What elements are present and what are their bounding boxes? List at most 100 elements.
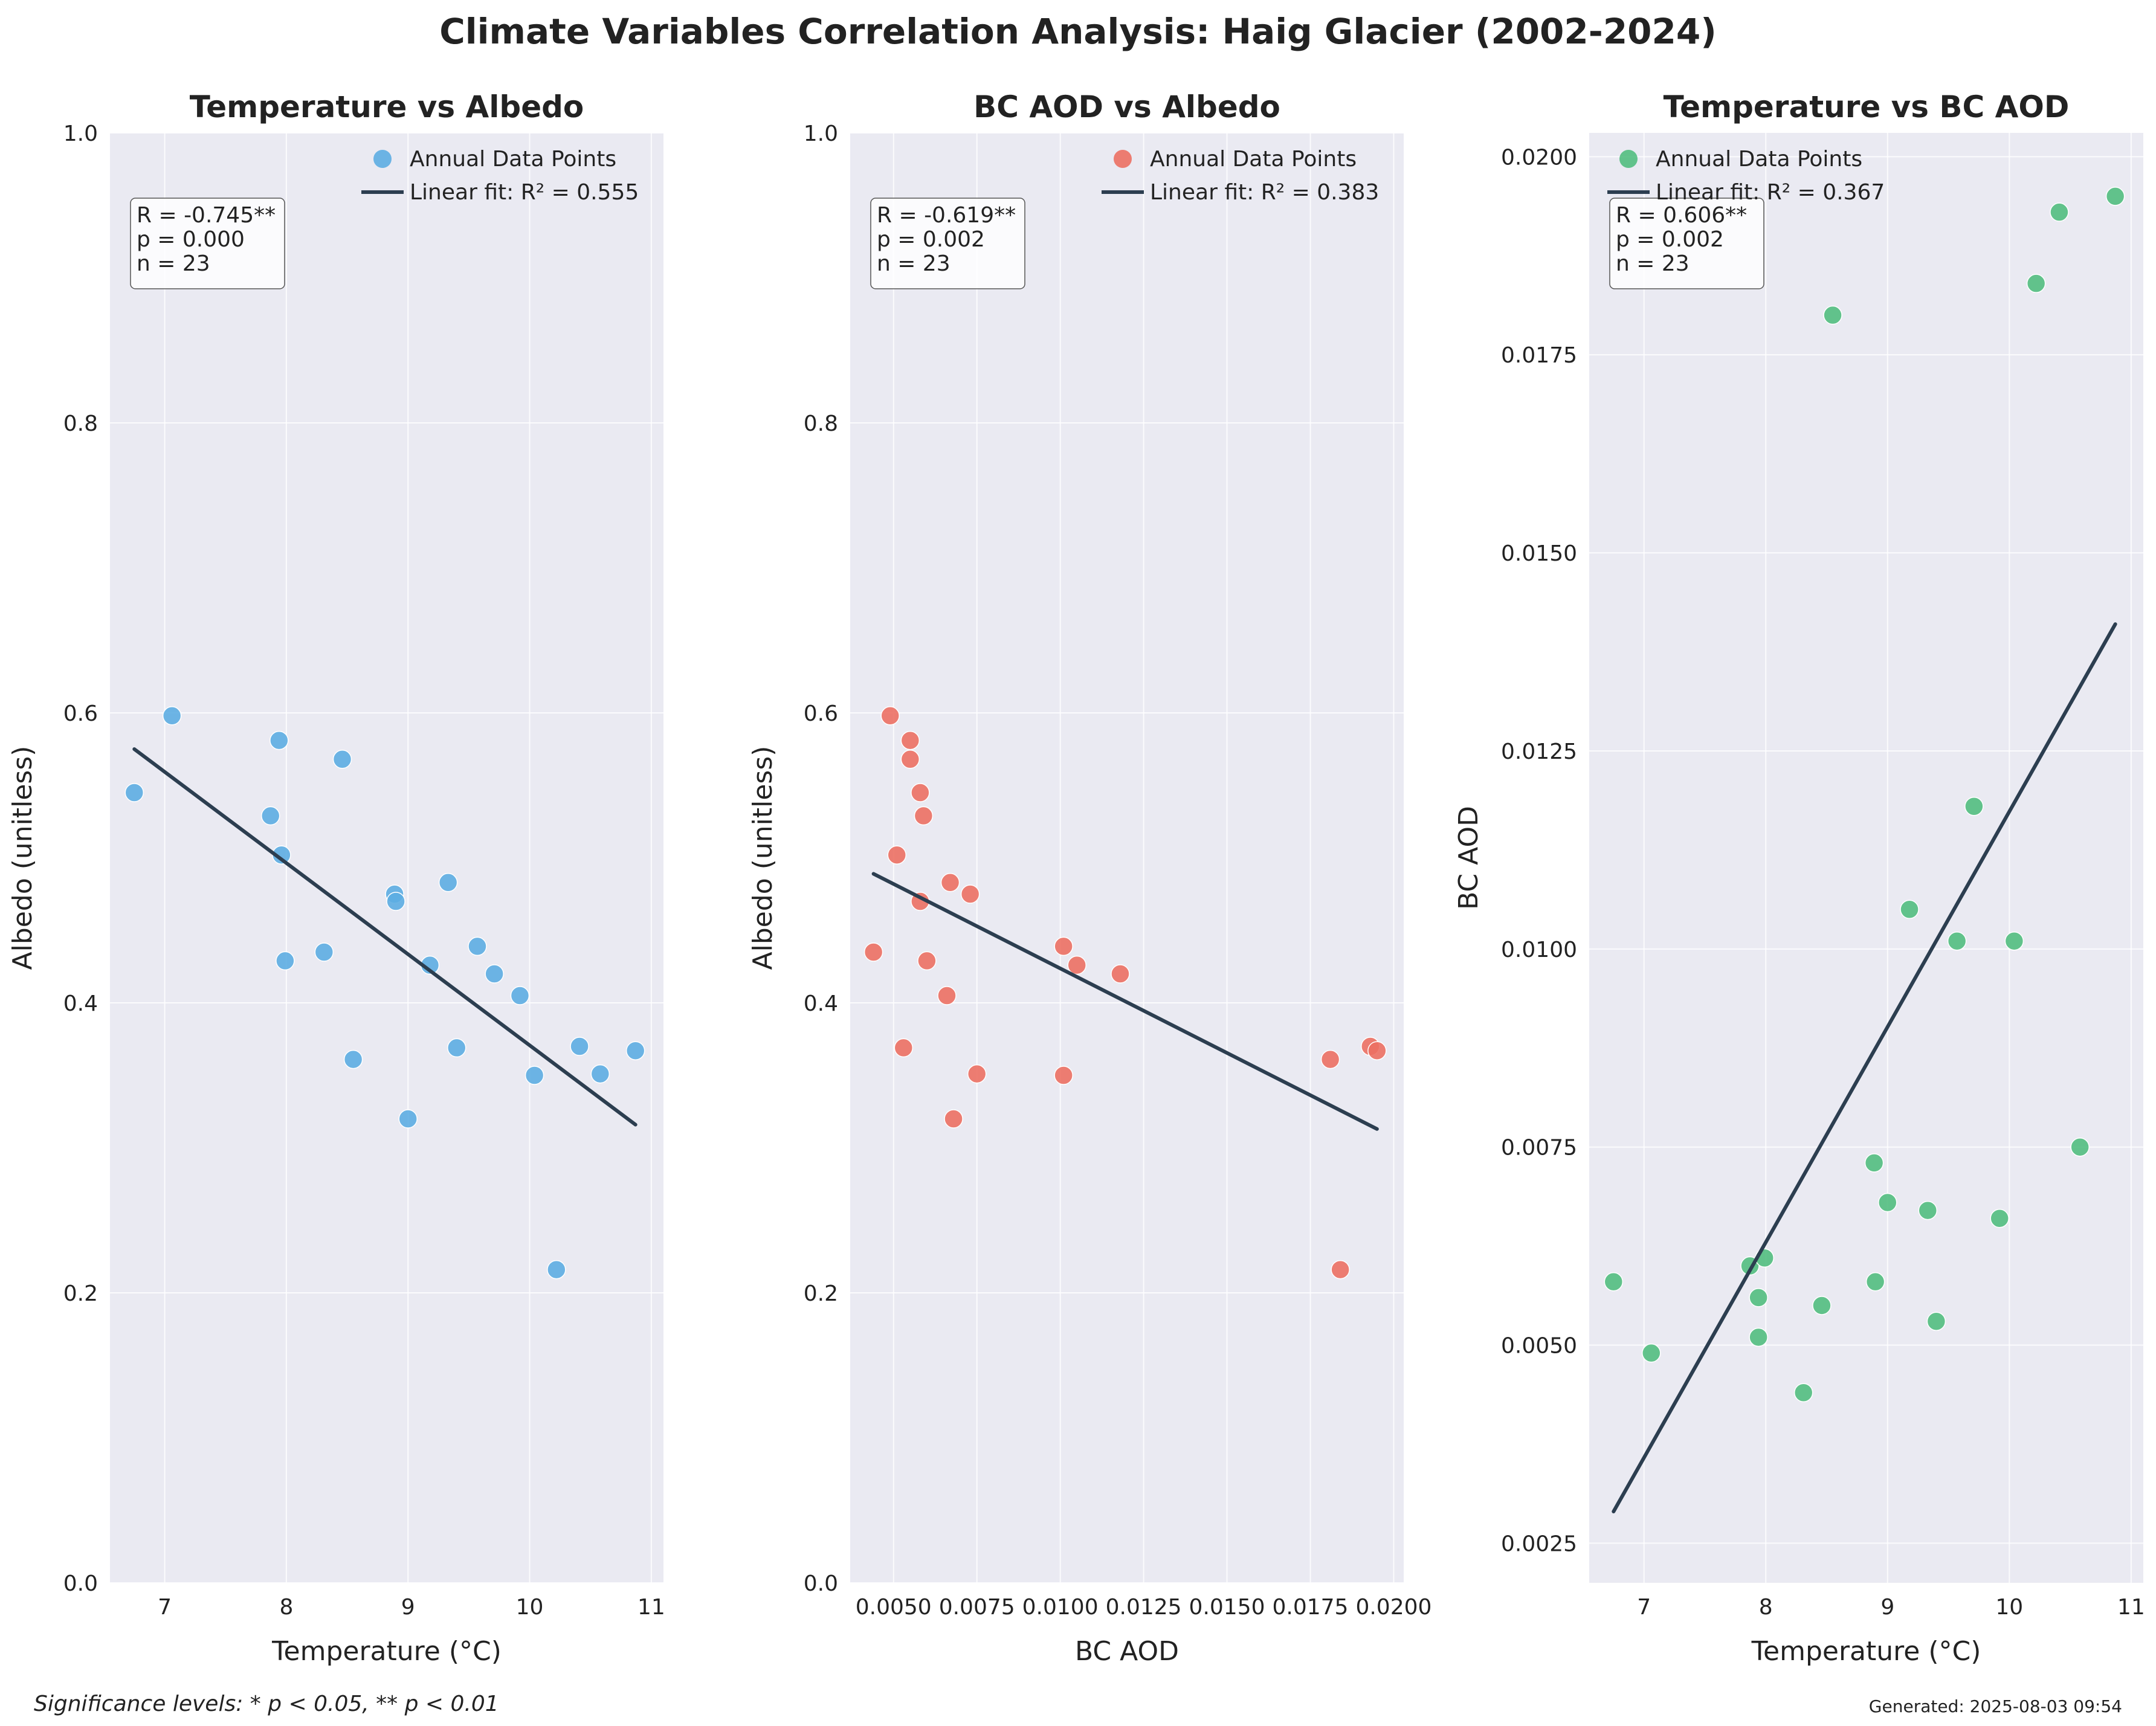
stats-line: n = 23 [1616,251,1690,276]
data-point [940,873,960,892]
y-tick-label: 0.0200 [1501,145,1577,170]
figure-suptitle: Climate Variables Correlation Analysis: … [439,11,1717,52]
x-tick-label: 0.0125 [1106,1595,1182,1620]
y-axis-label: BC AOD [1453,806,1484,910]
subplot-title: BC AOD vs Albedo [973,89,1280,124]
data-point [276,951,295,971]
data-point [914,806,934,826]
data-point [524,1066,544,1085]
data-point [911,783,930,802]
legend-marker [373,150,392,168]
y-tick-label: 0.2 [804,1281,838,1306]
y-tick-label: 0.0175 [1501,343,1577,368]
plot-area [850,133,1404,1583]
legend-label-fit: Linear fit: R² = 0.383 [1150,180,1379,205]
y-tick-label: 1.0 [63,121,98,146]
data-point [468,936,487,956]
data-point [2070,1137,2090,1157]
x-tick-label: 0.0075 [939,1595,1015,1620]
x-axis-label: Temperature (°C) [271,1636,502,1667]
data-point [887,845,907,865]
stats-box [1609,198,1764,289]
y-tick-label: 1.0 [804,121,838,146]
data-point [1320,1049,1340,1069]
data-point [625,1041,645,1060]
y-tick-label: 0.8 [804,411,838,436]
x-tick-label: 10 [1995,1595,2023,1620]
y-tick-label: 0.0100 [1501,938,1577,962]
y-tick-label: 0.4 [804,991,838,1016]
data-point [917,951,937,971]
data-point [1812,1296,1832,1315]
plot-area [1589,133,2143,1583]
y-tick-label: 0.0 [804,1571,838,1596]
data-point [894,1038,914,1058]
data-point [162,706,182,726]
x-tick-label: 0.0150 [1189,1595,1265,1620]
data-point [570,1037,589,1056]
data-point [880,706,900,726]
subplot-1: 7 8 9 10 11 0.0 0.2 0.4 0.6 0.8 1.0 Temperature (°C… [7,89,665,1667]
x-tick-label: 0.0100 [1022,1595,1099,1620]
x-tick-label: 7 [1637,1595,1651,1620]
data-point [1054,936,1073,956]
data-point [343,1049,363,1069]
data-point [863,942,883,962]
data-point [1067,955,1086,975]
y-tick-label: 0.2 [63,1281,98,1306]
stats-box [870,198,1025,289]
legend-marker [1619,150,1638,168]
stats-line: R = -0.745** [137,203,276,228]
data-point [124,783,144,802]
stats-line: p = 0.000 [137,227,245,252]
x-tick-label: 9 [1880,1595,1894,1620]
y-tick-label: 0.4 [63,991,98,1016]
y-tick-label: 0.0125 [1501,739,1577,764]
data-point [1111,964,1130,984]
data-point [386,892,405,911]
data-point [1642,1343,1661,1363]
data-point [314,942,334,962]
legend-label-points: Annual Data Points [410,147,616,172]
data-point [900,750,920,769]
data-point [1947,931,1967,951]
y-axis-label: Albedo (unitless) [7,746,38,970]
legend-label-points: Annual Data Points [1150,147,1357,172]
stats-line: R = 0.606** [1616,203,1747,228]
stats-line: p = 0.002 [1616,227,1724,252]
data-point [1865,1272,1885,1292]
subplot-2: 0.0050 0.0075 0.0100 0.0125 0.0150 0.0175 0.02… [747,89,1431,1667]
x-tick-label: 11 [637,1595,665,1620]
data-point [967,1064,987,1084]
data-point [960,884,980,904]
subplot-title: Temperature vs Albedo [190,89,584,124]
data-point [937,986,957,1005]
data-point [1749,1288,1768,1307]
data-point [2004,931,2024,951]
data-point [332,750,352,769]
x-axis-label: Temperature (°C) [1751,1636,1981,1667]
subplot-title: Temperature vs BC AOD [1664,89,2070,124]
stats-line: n = 23 [137,251,210,276]
data-point [1793,1383,1813,1402]
data-point [1926,1312,1946,1331]
y-tick-label: 0.6 [63,701,98,726]
y-tick-label: 0.0150 [1501,541,1577,566]
data-point [2050,202,2069,222]
fit-line [132,747,637,1127]
y-tick-label: 0.0050 [1501,1334,1577,1359]
significance-footnote: Significance levels: * p < 0.05, ** p < … [34,1692,499,1716]
data-point [398,1109,418,1129]
data-point [1878,1193,1897,1212]
data-point [510,986,530,1005]
x-tick-label: 7 [158,1595,172,1620]
data-point [1900,900,1919,919]
data-point [447,1038,466,1058]
legend-marker [1114,150,1132,168]
legend-label-fit: Linear fit: R² = 0.555 [410,180,639,205]
data-point [1864,1153,1884,1173]
data-point [1331,1260,1350,1280]
x-tick-label: 8 [279,1595,293,1620]
data-point [944,1109,963,1129]
